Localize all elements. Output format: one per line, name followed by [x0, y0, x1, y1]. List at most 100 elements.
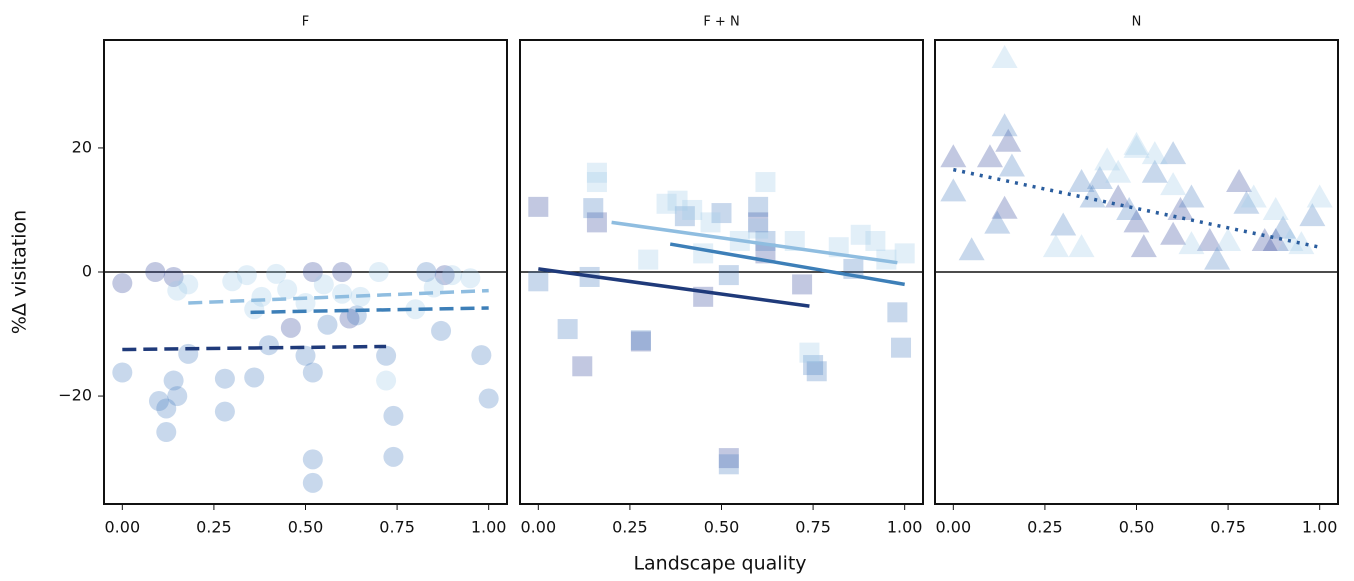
point	[1204, 246, 1231, 270]
point	[1068, 169, 1095, 193]
point	[586, 162, 607, 183]
point	[748, 212, 769, 233]
point	[693, 243, 714, 264]
point	[376, 345, 397, 366]
point	[748, 196, 769, 217]
point	[416, 262, 437, 282]
point	[1167, 196, 1194, 220]
x-tick-label: 1.00	[1302, 518, 1338, 537]
point	[295, 345, 316, 366]
point	[850, 224, 871, 245]
point	[156, 398, 177, 419]
point	[302, 449, 323, 470]
x-tick-label: 0.25	[612, 518, 648, 537]
trend-line	[611, 220, 898, 265]
point	[236, 265, 257, 286]
point	[112, 362, 133, 383]
point	[1160, 172, 1187, 196]
point	[803, 355, 824, 376]
point	[528, 271, 549, 292]
point	[178, 274, 199, 295]
point	[583, 198, 604, 219]
point	[167, 386, 188, 407]
y-tick-label: 20	[72, 137, 92, 156]
point	[976, 144, 1003, 168]
point	[244, 367, 265, 388]
point	[1068, 234, 1095, 258]
point	[1270, 215, 1297, 239]
point	[317, 314, 338, 335]
point	[313, 274, 334, 295]
point	[163, 370, 184, 391]
point	[1141, 159, 1168, 183]
point	[940, 144, 967, 168]
point	[214, 368, 235, 389]
point	[1105, 159, 1132, 183]
point	[431, 320, 452, 341]
x-axis-label: Landscape quality	[633, 553, 806, 575]
point	[332, 262, 353, 282]
point	[667, 190, 688, 211]
point	[572, 356, 593, 377]
point	[145, 262, 166, 282]
point	[718, 265, 739, 286]
point	[718, 448, 739, 469]
point	[1178, 231, 1205, 255]
point	[638, 249, 659, 270]
point	[332, 283, 353, 304]
point	[1086, 165, 1113, 189]
point	[656, 193, 677, 214]
point	[1123, 131, 1150, 155]
point	[1262, 196, 1289, 220]
x-tick-label: 0.00	[936, 518, 972, 537]
point	[346, 305, 367, 326]
point	[222, 271, 243, 292]
point	[163, 266, 184, 287]
point	[1079, 184, 1106, 208]
point	[792, 274, 813, 295]
point	[178, 343, 199, 364]
point	[214, 401, 235, 422]
point	[1042, 234, 1069, 258]
point	[1196, 227, 1223, 251]
x-tick-label: 0.50	[1119, 518, 1155, 537]
point	[958, 237, 985, 261]
point	[156, 422, 177, 443]
point	[1226, 169, 1253, 193]
x-tick-label: 0.00	[105, 518, 141, 537]
y-tick-label: 0	[82, 262, 92, 281]
point	[528, 196, 549, 217]
point	[718, 454, 739, 475]
point	[280, 317, 301, 338]
point	[405, 299, 426, 320]
point	[1251, 227, 1278, 251]
point	[799, 342, 820, 363]
point	[167, 280, 188, 301]
x-tick-label: 0.25	[1027, 518, 1063, 537]
point	[471, 345, 492, 366]
point	[586, 172, 607, 193]
facet-title: F	[302, 15, 309, 30]
trend-line	[188, 288, 489, 305]
point	[244, 299, 265, 320]
point	[1262, 227, 1289, 251]
point	[1240, 184, 1267, 208]
x-tick-label: 0.50	[288, 518, 324, 537]
point	[995, 128, 1022, 152]
trend-line	[250, 306, 489, 315]
x-tick-label: 0.00	[521, 518, 557, 537]
point	[1160, 221, 1187, 245]
point	[383, 405, 404, 426]
point	[991, 44, 1018, 68]
x-tick-label: 0.75	[795, 518, 831, 537]
point	[1233, 190, 1260, 214]
point	[894, 243, 915, 264]
x-tick-label: 0.50	[704, 518, 740, 537]
point	[1215, 227, 1242, 251]
point	[302, 472, 323, 493]
point	[376, 370, 397, 391]
point	[1178, 184, 1205, 208]
trend-line	[669, 242, 905, 287]
point	[891, 337, 912, 358]
